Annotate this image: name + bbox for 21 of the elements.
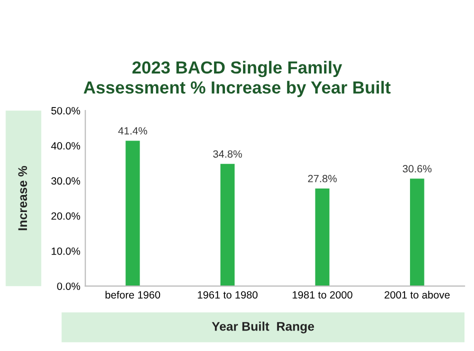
x-tick-label: 1961 to 1980 (198, 291, 258, 299)
data-label: 30.6% (402, 165, 432, 172)
bar (126, 140, 140, 286)
x-tick-label: 1981 to 2000 (292, 291, 352, 299)
x-tick-label: 2001 to above (384, 290, 450, 299)
bar (315, 188, 330, 286)
data-label: 34.8% (213, 150, 242, 158)
data-label: 41.4% (118, 127, 148, 134)
y-tick-label: 40.0% (51, 142, 80, 150)
x-axis-title: Year Built Range (212, 322, 314, 334)
y-tick-label: 50.0% (51, 107, 80, 114)
bar (410, 178, 424, 286)
x-tick-label: before 1960 (106, 290, 160, 299)
y-tick-label: 10.0% (52, 247, 80, 255)
y-tick-label: 0.0% (57, 282, 80, 290)
data-label: 27.8% (308, 174, 337, 182)
chart-title: 2023 BACD Single Family Assessment % Increase by Year Built (84, 60, 391, 98)
y-tick-label: 30.0% (51, 177, 80, 185)
bar (220, 164, 235, 286)
y-axis-title: Increase % (18, 166, 28, 230)
y-tick-label: 20.0% (51, 212, 80, 220)
